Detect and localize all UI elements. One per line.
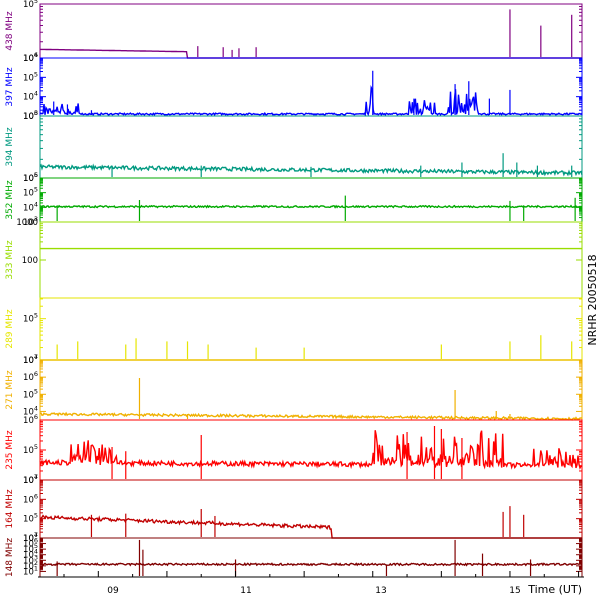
x-tick-label-3: 15 bbox=[509, 586, 520, 596]
y-tick-label: 105 bbox=[23, 312, 38, 325]
panel-frame bbox=[39, 537, 583, 578]
panel-frame bbox=[39, 419, 583, 481]
y-tick-label: 104 bbox=[23, 90, 38, 103]
y-tick-label: 105 bbox=[23, 387, 38, 400]
trace-line bbox=[39, 84, 583, 117]
y-tick-label: 106 bbox=[23, 109, 38, 122]
chart-title-vertical: NRHR 20050518 bbox=[586, 254, 599, 345]
y-tick-label: 105 bbox=[23, 0, 38, 10]
panel-label: 235 MHz bbox=[5, 430, 15, 470]
panel-label: 148 MHz bbox=[5, 538, 15, 578]
y-tick-label: 106 bbox=[23, 171, 38, 184]
y-tick-label: 105 bbox=[23, 512, 38, 525]
y-tick-label: 106 bbox=[23, 370, 38, 383]
y-tick-label: 105 bbox=[23, 186, 38, 199]
y-tick-label: 107 bbox=[23, 473, 38, 486]
panel-label: 333 MHz bbox=[5, 240, 15, 280]
panel-frame bbox=[39, 479, 583, 539]
panel-frame bbox=[39, 297, 583, 361]
panel-frame bbox=[39, 359, 583, 421]
panel-label: 289 MHz bbox=[5, 309, 15, 349]
trace-line bbox=[39, 430, 583, 470]
x-tick-label-2: 13 bbox=[375, 586, 386, 596]
trace-line bbox=[40, 48, 582, 59]
panel-label: 164 MHz bbox=[5, 489, 15, 529]
panel-p333: 333 MHz 100 1000 bbox=[5, 218, 583, 299]
x-tick-label-0: 09 bbox=[107, 586, 119, 596]
y-tick-label: 105 bbox=[23, 443, 38, 456]
panel-label: 397 MHz bbox=[5, 67, 15, 107]
y-tick-label: 106 bbox=[23, 51, 38, 64]
trace-line bbox=[39, 562, 583, 567]
panel-label: 271 MHz bbox=[5, 370, 15, 410]
panel-frame bbox=[39, 177, 583, 223]
panel-label: 438 MHz bbox=[5, 11, 15, 51]
y-tick-label: 105 bbox=[23, 70, 38, 83]
trace-line bbox=[39, 514, 582, 539]
panel-frame bbox=[39, 221, 583, 299]
x-tick-label-1: 11 bbox=[240, 586, 251, 596]
trace-line bbox=[39, 411, 583, 421]
y-tick-label: 107 bbox=[23, 353, 38, 366]
y-tick-label: 1000 bbox=[16, 218, 38, 228]
y-tick-label: 104 bbox=[23, 200, 38, 213]
y-tick-label: 106 bbox=[23, 492, 38, 505]
panel-label: 394 MHz bbox=[5, 127, 15, 167]
panel-label: 352 MHz bbox=[5, 180, 15, 220]
x-axis-label: Time (UT) bbox=[527, 583, 582, 596]
x-axis bbox=[38, 571, 584, 578]
panel-frame bbox=[39, 57, 583, 117]
trace-line bbox=[40, 204, 583, 209]
panel-frame bbox=[39, 3, 583, 59]
y-tick-label: 100 bbox=[22, 256, 38, 266]
